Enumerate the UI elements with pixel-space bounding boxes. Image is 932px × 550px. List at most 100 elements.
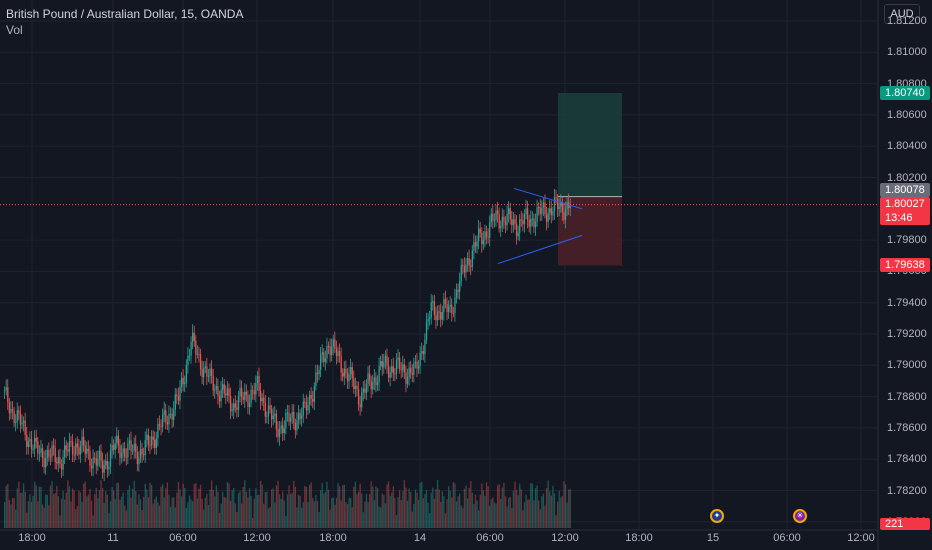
volume-bar: [424, 494, 426, 528]
volume-bar: [264, 492, 266, 528]
volume-bar: [124, 505, 126, 528]
volume-bar: [225, 497, 227, 528]
candle-body: [452, 313, 455, 315]
volume-bar: [549, 491, 551, 528]
candle-body: [34, 438, 36, 449]
candle-body: [436, 311, 439, 321]
candle-body: [446, 303, 448, 312]
candle-body: [111, 444, 113, 451]
candle-body: [49, 456, 52, 458]
candle-body: [15, 421, 17, 423]
candle-body: [487, 236, 489, 238]
symbol-title[interactable]: British Pound / Australian Dollar, 15, O…: [6, 7, 244, 21]
candle-body: [544, 202, 546, 215]
candle-body: [478, 228, 480, 242]
volume-bar: [294, 486, 297, 528]
volume-bar: [389, 495, 391, 528]
volume-bar: [165, 488, 167, 528]
candle-body: [41, 448, 44, 459]
volume-bar: [403, 480, 406, 528]
candle-body: [312, 398, 314, 402]
candle-body: [430, 302, 432, 318]
volume-bar: [368, 494, 371, 528]
price-axis-label: 1.78600: [887, 421, 927, 434]
candle-body: [237, 396, 240, 410]
candle-body: [149, 444, 151, 446]
candle-body: [182, 377, 184, 385]
candle-body: [73, 454, 75, 456]
candle-body: [94, 457, 96, 459]
candle-body: [367, 373, 369, 384]
currency-button[interactable]: AUD: [884, 4, 920, 24]
volume-bar: [162, 483, 164, 528]
uk-event-flag-icon[interactable]: ✳: [793, 509, 807, 523]
volume-bar: [302, 502, 304, 528]
volume-bar: [318, 511, 320, 528]
candle-body: [463, 265, 466, 273]
candle-body: [76, 443, 78, 448]
volume-bar: [438, 489, 440, 528]
candle-body: [299, 413, 301, 419]
volume-bar: [506, 506, 508, 528]
candle-body: [274, 413, 276, 416]
candle-body: [209, 368, 211, 376]
volume-bar: [215, 485, 218, 528]
volume-bar: [308, 484, 311, 528]
volume-bar: [149, 482, 151, 528]
volume-bar: [367, 502, 369, 528]
volume-bar: [297, 494, 300, 528]
candle-body: [350, 367, 352, 375]
volume-bar: [351, 507, 353, 528]
candle-body: [89, 451, 91, 466]
volume-bar: [441, 491, 443, 528]
volume-bar: [218, 512, 221, 528]
candle-body: [68, 441, 71, 452]
candle-body: [509, 208, 511, 220]
volume-bar: [10, 504, 12, 528]
candle-body: [416, 361, 418, 369]
volume-bar: [487, 486, 489, 528]
volume-bar: [512, 490, 515, 528]
volume-bar: [557, 501, 559, 528]
candle-body: [451, 304, 453, 314]
volume-bar: [64, 499, 66, 528]
volume-bar: [449, 490, 451, 528]
candle-body: [364, 388, 366, 393]
volume-bar: [275, 485, 278, 528]
candle-body: [158, 424, 161, 426]
volume-bar: [247, 497, 249, 528]
candle-body: [264, 402, 266, 417]
candle-body: [5, 387, 7, 391]
volume-bar: [560, 497, 562, 528]
candle-body: [138, 457, 140, 464]
candle-body: [231, 410, 233, 412]
volume-bar: [57, 496, 60, 528]
volume-indicator-label[interactable]: Vol: [6, 23, 23, 37]
volume-bar: [478, 510, 480, 528]
volume-bar: [19, 492, 22, 528]
candle-body: [125, 456, 127, 458]
candle-body: [84, 445, 86, 454]
candle-body: [542, 202, 545, 208]
candle-body: [321, 352, 323, 355]
volume-bar: [113, 490, 115, 528]
volume-bar: [533, 500, 535, 528]
volume-bar: [49, 485, 52, 528]
candle-body: [296, 420, 298, 431]
candle-body: [160, 425, 162, 427]
volume-bar: [278, 494, 281, 528]
candle-body: [444, 299, 447, 304]
volume-bar: [30, 501, 33, 528]
volume-bar: [253, 498, 255, 528]
volume-bar: [558, 490, 560, 528]
time-axis-label: 18:00: [625, 532, 653, 544]
volume-bar: [427, 502, 429, 528]
price-axis-label: 1.81000: [887, 46, 927, 59]
volume-bar: [372, 486, 374, 528]
time-axis-label: 14: [413, 532, 427, 544]
volume-bar: [231, 490, 233, 528]
au-event-flag-icon[interactable]: ✦: [710, 509, 724, 523]
volume-bar: [267, 508, 270, 528]
volume-bar: [466, 498, 469, 528]
